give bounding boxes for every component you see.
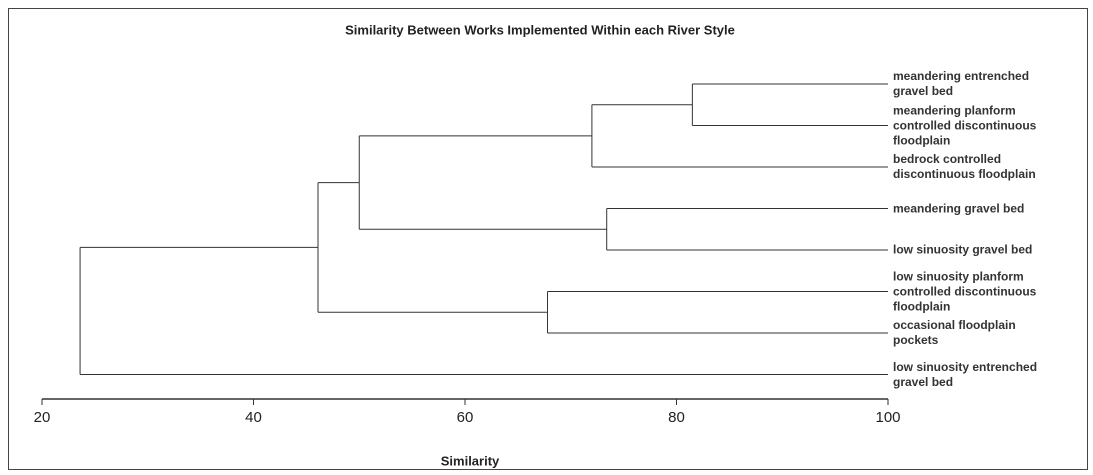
leaf-label: low sinuosity gravel bed — [893, 242, 1033, 257]
frame — [8, 8, 1088, 470]
leaf-label: bedrock controlled discontinuous floodpl… — [893, 152, 1036, 181]
leaf-label: low sinuosity entrenched gravel bed — [893, 359, 1038, 389]
leaf-label: low sinuosity planform controlled discon… — [893, 269, 1037, 313]
x-axis-label: Similarity — [441, 453, 500, 468]
x-tick-label: 20 — [34, 409, 51, 426]
x-tick-label: 80 — [668, 409, 685, 426]
x-tick-label: 60 — [457, 409, 474, 426]
leaf-label: meandering planform controlled discontin… — [893, 103, 1037, 147]
x-tick-label: 100 — [875, 409, 900, 426]
leaf-label: occasional floodplain pockets — [893, 318, 1016, 347]
chart-title: Similarity Between Works Implemented Wit… — [345, 22, 735, 37]
leaf-label: meandering gravel bed — [893, 201, 1025, 215]
x-tick-label: 40 — [245, 409, 262, 426]
leaf-label: meandering entrenched gravel bed — [893, 69, 1030, 98]
